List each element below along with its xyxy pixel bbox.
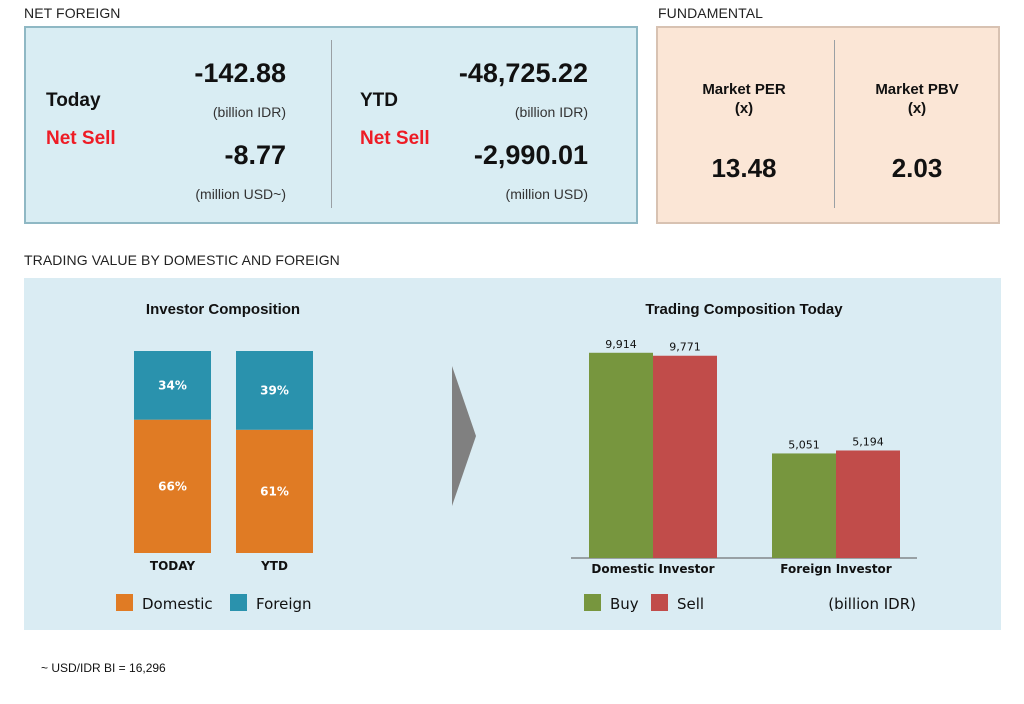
investor-bar-foreign [134, 351, 211, 420]
today-value-usd: -8.77 [224, 140, 286, 170]
investor-bar-domestic [236, 429, 313, 553]
investor-category-label: YTD [260, 559, 288, 573]
today-unit-usd: (million USD~) [195, 186, 286, 202]
fundamental-panel: Market PER (x) 13.48 Market PBV (x) 2.03 [656, 26, 1000, 224]
investor-bar-label: 66% [158, 479, 187, 493]
ytd-unit-idr: (billion IDR) [514, 104, 588, 120]
today-status: Net Sell [46, 128, 116, 149]
trading-value-charts: 66% 34% TODAY 61% 39% YTD Domestic Foreign 9,914… [116, 338, 917, 613]
trading-bar-sell [836, 450, 900, 558]
ytd-value-idr: -48,725.22 [458, 58, 588, 88]
trading-value-panel: Investor Composition Trading Composition… [24, 278, 1001, 630]
pbv-label-line1: Market PBV [875, 81, 959, 98]
fundamental-title: FUNDAMENTAL [658, 5, 764, 21]
today-value-idr: -142.88 [194, 58, 286, 88]
ytd-value-usd: -2,990.01 [473, 140, 588, 170]
trading-bar-label: 9,771 [669, 341, 701, 354]
legend-swatch-foreign [230, 594, 247, 611]
ytd-status: Net Sell [360, 128, 430, 149]
per-value: 13.48 [711, 153, 777, 183]
legend-swatch-domestic [116, 594, 133, 611]
trading-composition-title: Trading Composition Today [645, 301, 843, 318]
trading-category-label: Foreign Investor [780, 562, 892, 576]
investor-category-label: TODAY [150, 559, 195, 573]
pbv-label: Market PBV (x) [834, 80, 1000, 118]
trading-bar-buy [772, 453, 836, 558]
investor-bar-domestic [134, 419, 211, 553]
per-label-line1: Market PER [702, 81, 786, 98]
legend-label-buy: Buy [610, 595, 639, 613]
ytd-label: YTD [360, 90, 398, 111]
trading-bar-sell [653, 355, 717, 558]
trading-value-title: TRADING VALUE BY DOMESTIC AND FOREIGN [24, 252, 340, 268]
legend-label-sell: Sell [677, 595, 704, 613]
per-label: Market PER (x) [658, 80, 830, 118]
investor-bar-foreign [236, 351, 313, 430]
legend-label-domestic: Domestic [142, 595, 213, 613]
net-foreign-panel: Today Net Sell -142.88 (billion IDR) -8.… [24, 26, 638, 224]
legend-label-foreign: Foreign [256, 595, 312, 613]
net-foreign-title: NET FOREIGN [24, 5, 121, 21]
fx-footnote: ~ USD/IDR BI = 16,296 [41, 661, 166, 675]
investor-bar-label: 61% [260, 484, 289, 498]
ytd-unit-usd: (million USD) [505, 186, 588, 202]
legend-swatch-sell [651, 594, 668, 611]
trading-bar-label: 5,194 [852, 435, 884, 448]
pbv-label-line2: (x) [907, 100, 927, 117]
fundamental-divider [834, 40, 835, 208]
pbv-value: 2.03 [891, 153, 943, 183]
investor-composition-title: Investor Composition [145, 301, 301, 318]
trading-category-label: Domestic Investor [591, 562, 714, 576]
unit-note: (billion IDR) [828, 595, 916, 613]
today-label: Today [46, 90, 101, 111]
per-label-line2: (x) [734, 100, 754, 117]
today-unit-idr: (billion IDR) [212, 104, 286, 120]
trading-bar-buy [589, 352, 653, 558]
net-foreign-divider [331, 40, 332, 208]
trading-bar-label: 5,051 [788, 438, 820, 451]
trading-bar-label: 9,914 [605, 338, 637, 351]
arrow-icon [452, 366, 476, 506]
investor-bar-label: 39% [260, 383, 289, 397]
investor-bar-label: 34% [158, 378, 187, 392]
legend-swatch-buy [584, 594, 601, 611]
